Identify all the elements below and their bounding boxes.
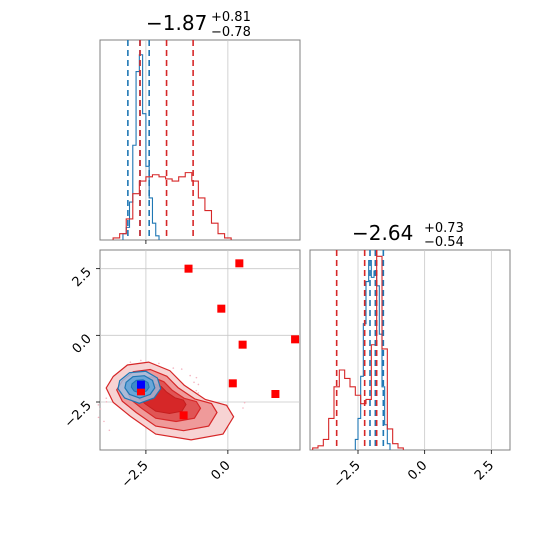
scatter-point <box>99 408 102 410</box>
red-marker <box>238 340 247 349</box>
x-tick-label: −2.5 <box>119 458 152 491</box>
scatter-point <box>140 359 142 362</box>
scatter-panel-markers <box>136 259 300 420</box>
scatter-point <box>103 420 105 423</box>
param2-title-plus: +0.73 <box>424 221 464 236</box>
y-tick-label: 2.5 <box>70 265 95 290</box>
x-tick-label: 0.0 <box>208 458 233 483</box>
scatter-point <box>129 361 132 363</box>
scatter-point <box>105 397 108 400</box>
x-tick-label: −2.5 <box>331 458 364 491</box>
hist-panel-param2-grid <box>357 250 492 450</box>
red-marker <box>291 335 300 344</box>
red-marker <box>228 379 237 388</box>
scatter-point <box>197 383 200 386</box>
y-tick-label: 0.0 <box>70 332 95 357</box>
x-tick-label: 0.0 <box>405 458 430 483</box>
param1-title-value: −1.87 <box>146 11 207 35</box>
scatter-point <box>189 374 191 377</box>
red-marker <box>217 304 226 313</box>
hist-panel-param1-series <box>112 54 232 240</box>
red-marker <box>179 411 188 420</box>
red-marker <box>271 390 280 398</box>
hist-panel-param1-quantiles <box>127 40 194 240</box>
scatter-point <box>97 404 100 406</box>
param2-title: −2.64 <box>352 221 413 245</box>
hist-panel-param2-ticks: −2.5 0.0 2.5 <box>331 450 497 491</box>
red-marker <box>235 259 244 268</box>
red-marker <box>136 387 145 396</box>
scatter-point <box>197 392 200 394</box>
scatter-point <box>242 407 244 409</box>
blue-marker <box>136 380 145 389</box>
param2-title-minus: −0.54 <box>424 235 464 250</box>
histogram-series-0 <box>122 54 160 240</box>
scatter-point <box>105 401 108 403</box>
param2-title-value: −2.64 <box>352 221 413 245</box>
hist-panel-param1 <box>99 39 301 244</box>
scatter-panel: −2.5 0.0 −2.5 0.0 2.5 <box>62 249 301 491</box>
histogram-series-1 <box>312 255 404 450</box>
scatter-point <box>195 389 198 392</box>
hist-panel-param2: −2.5 0.0 2.5 <box>309 249 511 491</box>
hist-panel-param2-quantiles <box>335 250 385 450</box>
scatter-point <box>158 362 160 365</box>
param1-title-minus: −0.78 <box>211 25 251 40</box>
y-tick-label: −2.5 <box>62 398 95 431</box>
scatter-point <box>195 376 198 379</box>
scatter-point <box>172 367 175 369</box>
param1-title-plus: +0.81 <box>211 10 251 25</box>
red-marker <box>184 264 193 273</box>
scatter-point <box>97 416 100 419</box>
scatter-point <box>180 368 183 370</box>
x-tick-label: 2.5 <box>472 458 497 483</box>
scatter-point <box>193 381 195 384</box>
scatter-point <box>243 401 246 404</box>
histogram-series-1 <box>112 172 232 240</box>
hist-panel-param2-series <box>312 255 404 450</box>
param1-title: −1.87 <box>146 11 207 35</box>
scatter-point <box>108 429 111 432</box>
